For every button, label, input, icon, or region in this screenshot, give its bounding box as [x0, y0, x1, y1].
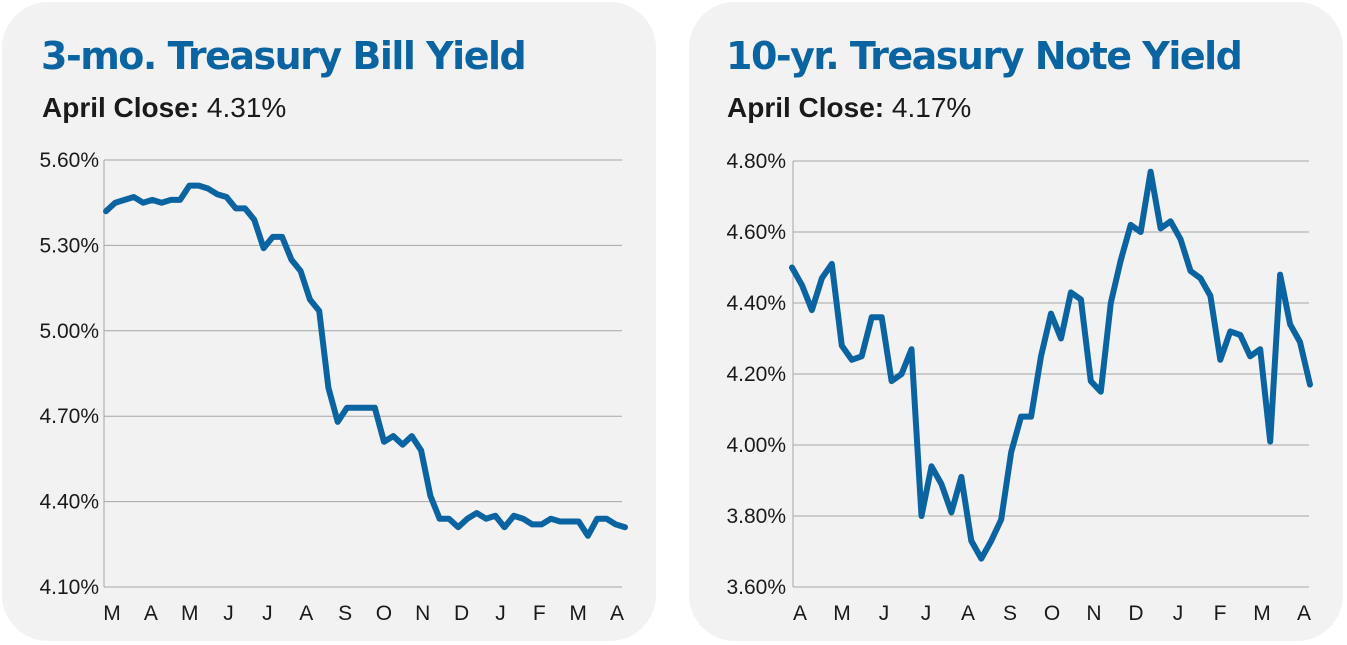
- x-tick-label: J: [1173, 602, 1184, 625]
- tbill-line-chart: 5.60%5.30%5.00%4.70%4.40%4.10%M A M J J A S O N D…: [39, 149, 628, 625]
- x-tick-label: M: [103, 602, 121, 625]
- x-tick-label: A: [1297, 602, 1311, 625]
- y-tick-label: 3.60%: [726, 576, 786, 599]
- y-tick-label: 4.10%: [39, 576, 99, 599]
- x-tick-label: J: [495, 602, 506, 625]
- y-tick-label: 4.60%: [726, 221, 786, 244]
- x-tick-label: A: [793, 602, 807, 625]
- x-tick-label: J: [223, 602, 234, 625]
- x-tick-label: F: [533, 602, 546, 625]
- chart-subtitle: April Close: 4.31%: [42, 92, 286, 124]
- x-tick-label: M: [181, 602, 199, 625]
- x-tick-label: D: [454, 602, 469, 625]
- x-tick-label: J: [921, 602, 932, 625]
- x-tick-label: J: [879, 602, 890, 625]
- x-tick-label: N: [1086, 602, 1101, 625]
- x-tick-label: F: [1214, 602, 1227, 625]
- y-tick-label: 5.00%: [39, 320, 99, 343]
- april-close-value: 4.17%: [891, 92, 972, 123]
- x-tick-label: A: [144, 602, 158, 625]
- x-tick-label: O: [376, 602, 392, 625]
- chart-panel-tbill: 3-mo. Treasury Bill Yield April Close: 4…: [2, 2, 656, 641]
- x-tick-label: N: [415, 602, 430, 625]
- y-tick-label: 4.70%: [39, 405, 99, 428]
- chart-title: 10-yr. Treasury Note Yield: [726, 34, 1243, 78]
- april-close-value: 4.31%: [206, 92, 287, 123]
- chart-title: 3-mo. Treasury Bill Yield: [41, 34, 527, 78]
- series-line: [103, 182, 628, 539]
- y-tick-label: 4.20%: [726, 363, 786, 386]
- x-tick-label: D: [1128, 602, 1143, 625]
- x-tick-label: M: [1253, 602, 1271, 625]
- chart-panel-tnote: 10-yr. Treasury Note Yield April Close: …: [689, 2, 1343, 641]
- x-tick-label: M: [569, 602, 587, 625]
- y-tick-label: 5.60%: [39, 149, 99, 172]
- x-tick-label: S: [338, 602, 352, 625]
- april-close-label: April Close:: [727, 92, 885, 123]
- y-tick-label: 4.40%: [726, 292, 786, 315]
- y-tick-label: 4.80%: [726, 150, 786, 173]
- y-tick-label: 4.00%: [726, 434, 786, 457]
- series-line: [789, 168, 1313, 562]
- x-tick-label: A: [961, 602, 975, 625]
- y-tick-label: 3.80%: [726, 505, 786, 528]
- x-tick-label: S: [1003, 602, 1017, 625]
- april-close-label: April Close:: [42, 92, 200, 123]
- x-tick-label: J: [262, 602, 273, 625]
- chart-subtitle: April Close: 4.17%: [727, 92, 971, 124]
- x-tick-label: M: [833, 602, 851, 625]
- x-tick-label: A: [299, 602, 313, 625]
- tnote-line-chart: 4.80% 4.60% 4.40% 4.20% 4.00% 3.80% 3.60% A M J J A…: [726, 150, 1313, 625]
- x-tick-label: O: [1044, 602, 1060, 625]
- y-tick-label: 4.40%: [39, 491, 99, 514]
- y-tick-label: 5.30%: [39, 234, 99, 257]
- x-tick-label: A: [610, 602, 624, 625]
